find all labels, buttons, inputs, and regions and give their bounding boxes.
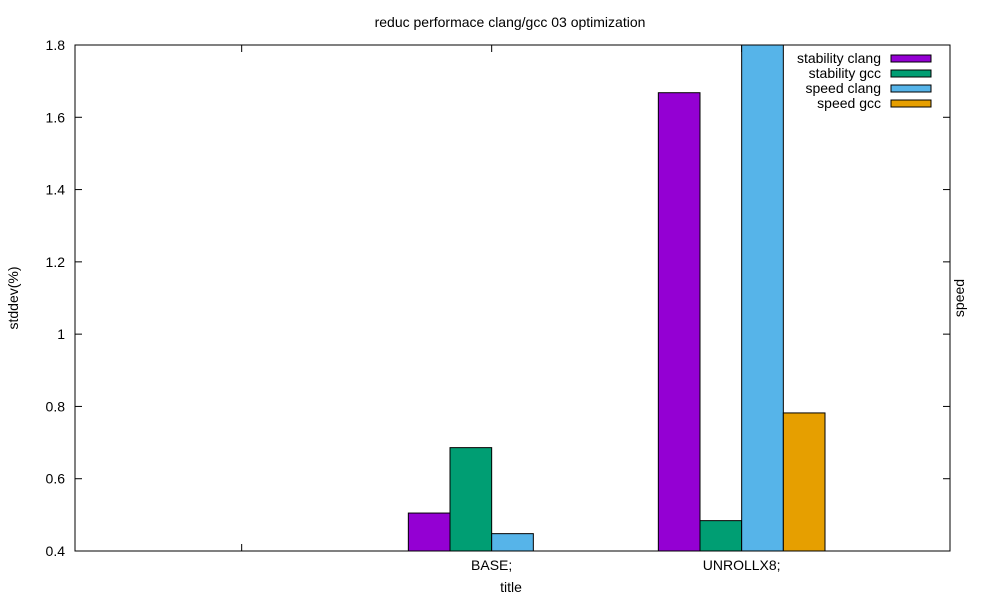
bar bbox=[699, 520, 743, 552]
bar bbox=[449, 447, 493, 552]
x-tick-label: UNROLLX8; bbox=[703, 557, 781, 573]
legend-label: speed gcc bbox=[817, 95, 881, 111]
y-tick-label: 1.4 bbox=[46, 182, 66, 198]
bar bbox=[657, 92, 701, 552]
y-tick-label: 0.4 bbox=[46, 543, 66, 559]
x-axis-label: title bbox=[500, 579, 522, 595]
legend-label: stability gcc bbox=[809, 65, 881, 81]
x-axis: BASE; UNROLLX8; bbox=[241, 45, 781, 573]
y-tick-label: 0.6 bbox=[46, 471, 66, 487]
y-tick-label: 1.2 bbox=[46, 254, 66, 270]
y-tick-label: 1 bbox=[57, 326, 65, 342]
bar bbox=[491, 533, 534, 552]
legend-swatch bbox=[890, 54, 932, 63]
bars bbox=[407, 44, 826, 552]
y2-axis-label: speed bbox=[951, 279, 967, 317]
bar bbox=[407, 512, 451, 552]
bar bbox=[782, 412, 826, 552]
y-tick-label: 1.8 bbox=[46, 37, 66, 53]
y-tick-label: 0.8 bbox=[46, 398, 66, 414]
y-tick-label: 1.6 bbox=[46, 109, 66, 125]
legend-swatch bbox=[890, 84, 932, 93]
legend-label: stability clang bbox=[797, 50, 881, 66]
y-axis-label: stddev(%) bbox=[5, 266, 21, 329]
y-axis: 0.4 0.6 0.8 1 1.2 1.4 1.6 1.8 bbox=[46, 37, 950, 559]
legend-swatch bbox=[890, 99, 932, 108]
legend-swatch bbox=[890, 69, 932, 78]
legend-label: speed clang bbox=[805, 80, 881, 96]
bar bbox=[741, 44, 784, 552]
x-tick-label: BASE; bbox=[471, 557, 512, 573]
chart-title: reduc performace clang/gcc 03 optimizati… bbox=[375, 14, 646, 30]
